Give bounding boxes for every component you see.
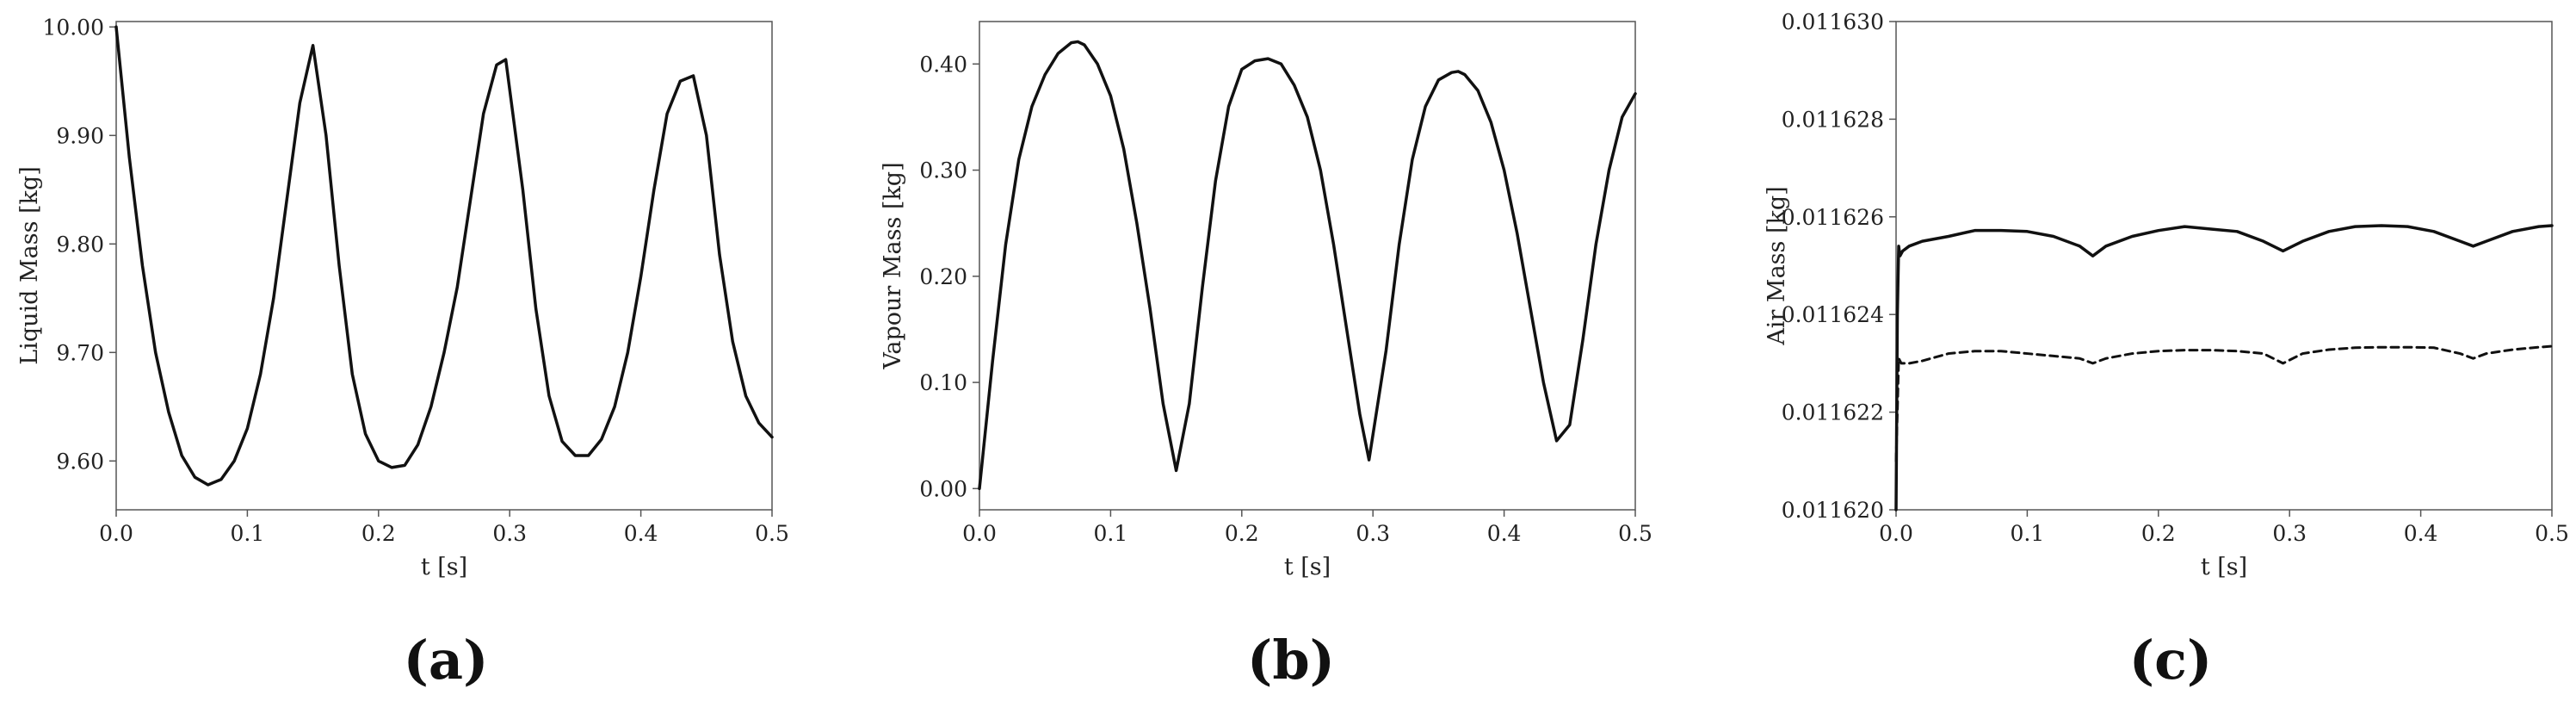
x-tick-label: 0.2 [1225, 521, 1259, 546]
x-tick-label: 0.0 [962, 521, 997, 546]
panel-label: (a) [404, 629, 489, 691]
x-tick-label: 0.0 [1879, 521, 1913, 546]
series-line-2 [1894, 344, 2554, 462]
x-tick-label: 0.1 [231, 521, 265, 546]
x-tick-label: 0.2 [361, 521, 396, 546]
y-tick-label: 0.011626 [1782, 205, 1884, 230]
plot-frame [115, 21, 773, 511]
x-tick-label: 0.5 [755, 521, 789, 546]
x-tick-label: 0.4 [1487, 521, 1522, 546]
y-tick-label: 10.00 [42, 15, 104, 40]
y-tick-label: 9.60 [56, 449, 104, 474]
series-line-1 [1894, 224, 2554, 512]
panel-label: (c) [2129, 629, 2212, 691]
y-tick-label: 0.011620 [1782, 498, 1884, 523]
y-tick-label: 0.20 [919, 264, 967, 289]
y-tick-label: 0.30 [919, 158, 967, 183]
x-tick-label: 0.2 [2141, 521, 2176, 546]
x-axis-label: t [s] [1284, 554, 1331, 580]
chart-panel-2: 0.0 0.1 0.2 0.3 0.4 0.5 0.00 0.10 0.20 0.30 0.40 t … [880, 21, 1652, 691]
x-axis-label: t [s] [421, 554, 467, 580]
y-tick-label: 0.00 [919, 476, 967, 501]
panel-label: (b) [1247, 629, 1335, 691]
chart-panel-1: 0.0 0.1 0.2 0.3 0.4 0.5 9.60 9.70 9.80 9.90 10.00 t… [16, 15, 789, 691]
x-tick-label: 0.1 [2011, 521, 2045, 546]
x-tick-label: 0.5 [2535, 521, 2569, 546]
x-tick-label: 0.0 [99, 521, 133, 546]
plot-frame [1895, 21, 2553, 511]
x-tick-label: 0.3 [2272, 521, 2307, 546]
y-axis-label: Air Mass [kg] [1764, 186, 1790, 345]
x-tick-label: 0.4 [624, 521, 658, 546]
x-tick-label: 0.3 [1356, 521, 1390, 546]
y-axis-label: Vapour Mass [kg] [880, 162, 906, 369]
x-axis-label: t [s] [2201, 554, 2247, 580]
y-tick-label: 9.70 [56, 340, 104, 365]
y-axis-label: Liquid Mass [kg] [16, 166, 43, 365]
x-tick-label: 0.4 [2404, 521, 2438, 546]
y-tick-label: 0.011622 [1782, 400, 1884, 425]
x-tick-label: 0.3 [492, 521, 527, 546]
x-tick-label: 0.5 [1618, 521, 1652, 546]
x-tick-label: 0.1 [1094, 521, 1128, 546]
y-tick-label: 0.011630 [1782, 9, 1884, 34]
series-line-1 [978, 40, 1637, 491]
y-tick-label: 0.011628 [1782, 107, 1884, 132]
chart-panel-3: 0.0 0.1 0.2 0.3 0.4 0.5 0.011620 0.011622 0.0116… [1764, 9, 2569, 691]
series-line-1 [114, 25, 774, 487]
y-tick-label: 0.011624 [1782, 302, 1884, 327]
y-tick-label: 9.80 [56, 232, 104, 257]
plot-frame [979, 21, 1636, 511]
y-tick-label: 0.10 [919, 370, 967, 395]
y-tick-label: 9.90 [56, 123, 104, 148]
y-tick-label: 0.40 [919, 52, 967, 77]
